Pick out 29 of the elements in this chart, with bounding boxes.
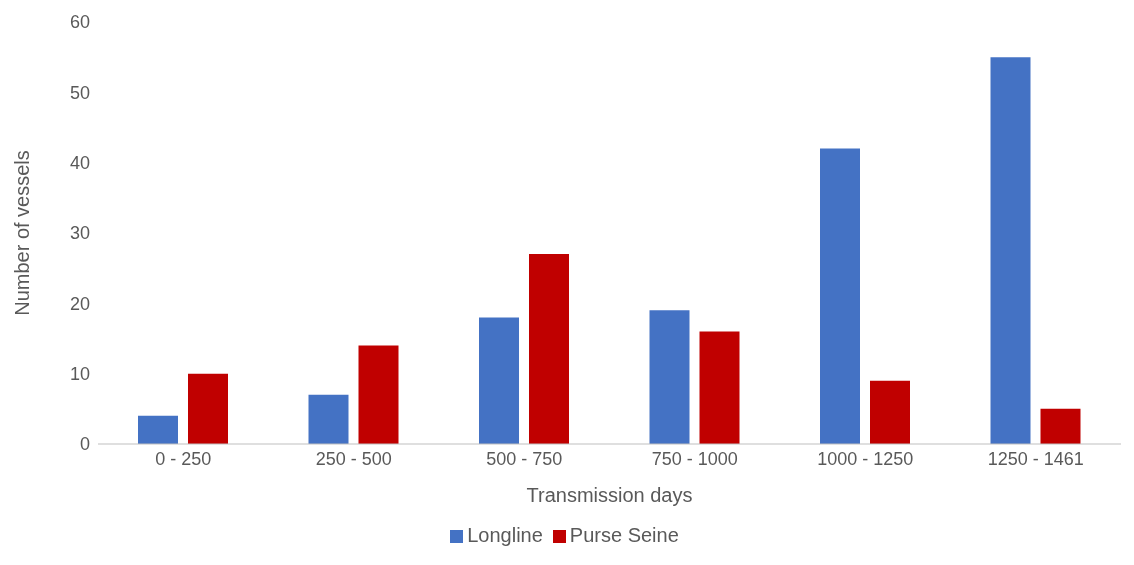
bar: [649, 310, 690, 444]
x-tick-label: 250 - 500: [315, 448, 392, 469]
bar: [870, 380, 910, 444]
y-tick-label: 40: [69, 153, 90, 174]
bar: [308, 394, 349, 444]
y-tick-label: 20: [69, 293, 90, 314]
bar: [699, 331, 740, 444]
legend-label: Purse Seine: [569, 524, 679, 546]
bar: [188, 373, 228, 444]
bar: [820, 148, 860, 444]
y-tick-label: 50: [69, 82, 90, 103]
y-tick-label: 30: [69, 223, 90, 244]
bar: [1040, 408, 1081, 444]
x-axis-title: Transmission days: [526, 484, 693, 506]
bar: [529, 254, 569, 444]
y-tick-label: 10: [69, 364, 90, 385]
bar: [138, 415, 178, 444]
x-tick-label: 750 - 1000: [651, 448, 738, 469]
y-axis-title: Number of vessels: [11, 150, 34, 316]
x-tick-label: 500 - 750: [486, 448, 563, 469]
x-tick-label: 1250 - 1461: [987, 448, 1084, 469]
y-tick-label: 60: [69, 12, 90, 33]
bar: [479, 317, 519, 444]
legend-label: Longline: [467, 524, 543, 546]
bar: [358, 345, 399, 444]
x-tick-label: 1000 - 1250: [817, 448, 914, 469]
bar: [990, 57, 1031, 444]
x-tick-label: 0 - 250: [155, 448, 212, 469]
y-tick-label: 0: [79, 434, 90, 455]
